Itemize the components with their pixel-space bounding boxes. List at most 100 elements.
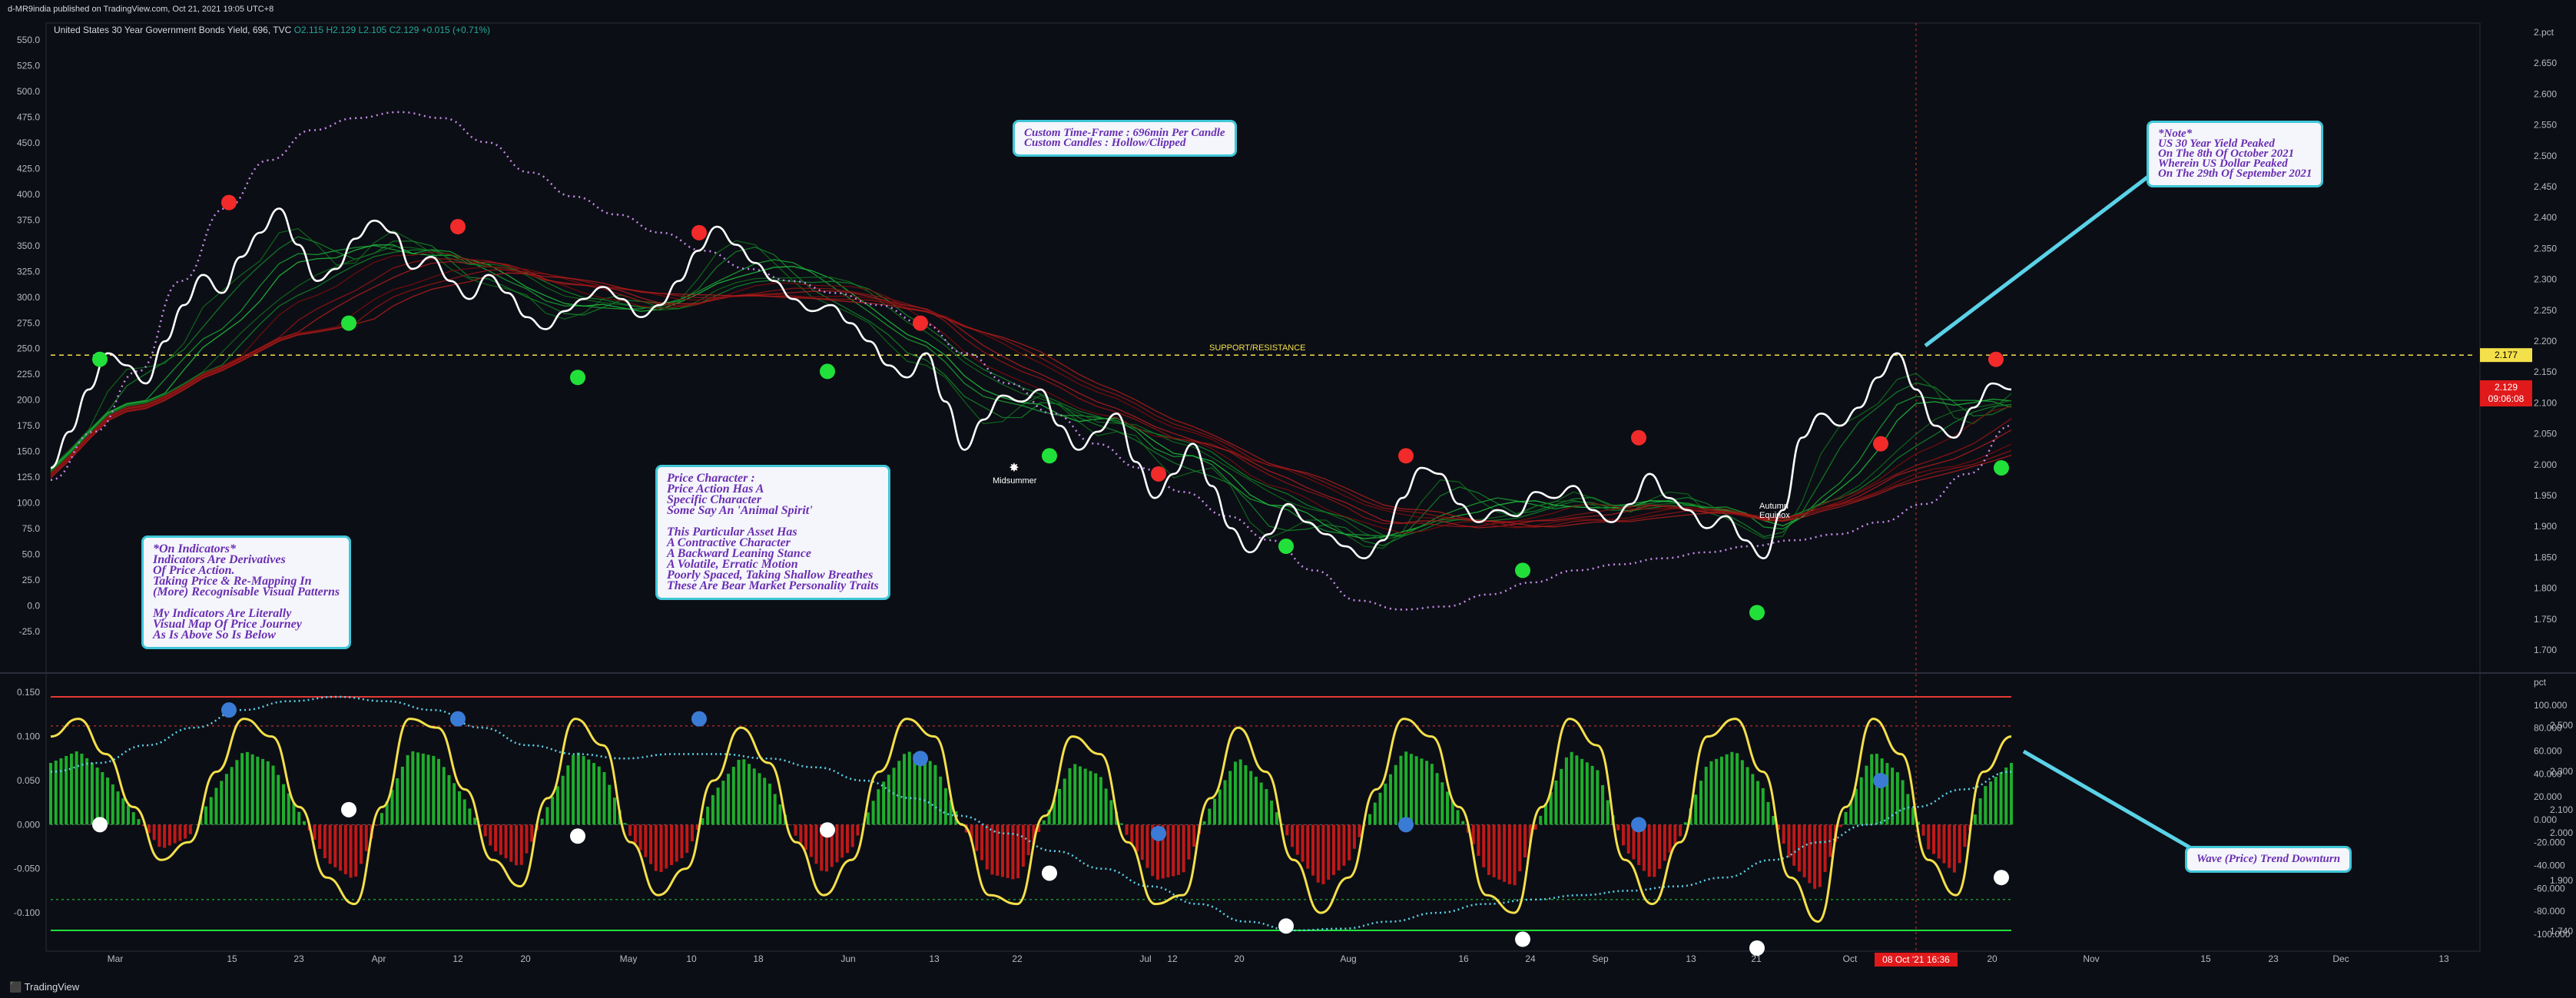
osc-histogram-bar — [1492, 824, 1496, 877]
x-axis-tick: 10 — [686, 953, 697, 964]
osc-histogram-bar — [597, 766, 601, 825]
osc-histogram-bar — [1601, 784, 1605, 825]
osc-histogram-bar — [1952, 824, 1956, 873]
osc-histogram-bar — [1963, 824, 1967, 847]
sell-signal-marker — [1398, 448, 1414, 464]
moving-average-ribbon-line — [50, 251, 2012, 534]
x-axis-tick: 16 — [1458, 953, 1469, 964]
osc-histogram-bar — [1021, 824, 1025, 867]
osc-histogram-bar — [1373, 802, 1377, 825]
sell-signal-marker — [913, 315, 928, 331]
osc-histogram-bar — [835, 824, 839, 863]
osc-histogram-bar — [101, 772, 104, 825]
osc-histogram-bar — [504, 824, 508, 859]
autumn-equinox-label: Autumn Equinox — [1759, 502, 1790, 520]
osc-histogram-bar — [313, 824, 317, 840]
cursor-date-tag — [1875, 953, 1958, 967]
osc-histogram-bar — [1477, 824, 1480, 856]
osc-histogram-bar — [1782, 824, 1785, 844]
price-line — [50, 207, 2012, 560]
x-axis-tick: Apr — [372, 953, 386, 964]
right-axis-tick: 1.750 — [2534, 614, 2557, 625]
osc-histogram-bar — [339, 824, 343, 871]
sell-signal-marker — [691, 224, 707, 240]
ohlc-change: +0.015 (+0.71%) — [421, 25, 491, 35]
osc-histogram-bar — [1099, 777, 1102, 825]
osc-histogram-bar — [1358, 824, 1361, 837]
tradingview-brand-label: TradingView — [24, 981, 80, 993]
osc-blue-marker — [1398, 817, 1414, 833]
osc-histogram-bar — [483, 824, 487, 837]
right-axis-tick: 2.050 — [2534, 429, 2557, 439]
osc-histogram-bar — [1482, 824, 1486, 867]
osc-histogram-bar — [1580, 758, 1584, 825]
x-axis-tick: Mar — [108, 953, 124, 964]
sell-signal-marker — [221, 194, 237, 211]
x-axis-tick: Oct — [1843, 953, 1858, 964]
osc-histogram-bar — [442, 767, 446, 825]
osc-histogram-bar — [1813, 824, 1817, 889]
moving-average-ribbon-line — [50, 272, 2012, 528]
support-label: SUPPORT/RESISTANCE — [1209, 343, 1306, 353]
osc-right-axis-tick-2: 2.500 — [2550, 720, 2573, 731]
osc-histogram-bar — [121, 798, 125, 825]
osc-histogram-bar — [933, 764, 937, 825]
osc-histogram-bar — [111, 784, 114, 825]
osc-histogram-bar — [1653, 824, 1656, 877]
osc-histogram-bar — [665, 824, 668, 869]
ohlc-high: H2.129 — [326, 25, 356, 35]
osc-histogram-bar — [654, 824, 658, 871]
osc-histogram-bar — [318, 824, 322, 849]
buy-signal-marker — [1515, 562, 1530, 579]
osc-histogram-bar — [1125, 824, 1129, 835]
osc-histogram-bar — [706, 806, 710, 825]
x-axis-tick: 12 — [1167, 953, 1178, 964]
osc-histogram-bar — [1699, 781, 1702, 825]
osc-histogram-bar — [975, 824, 979, 851]
osc-histogram-bar — [1441, 782, 1444, 825]
moving-average-ribbon-line — [50, 227, 2012, 549]
osc-histogram-bar — [235, 760, 239, 825]
buy-signal-marker — [341, 315, 356, 331]
osc-histogram-bar — [214, 787, 218, 825]
tradingview-logo-icon: ⬛ — [9, 981, 22, 993]
x-axis-tick: Jul — [1139, 953, 1151, 964]
left-axis-tick: 150.0 — [17, 446, 40, 457]
osc-histogram-bar — [1140, 824, 1144, 860]
osc-histogram-bar — [277, 774, 280, 825]
sell-signal-marker — [1151, 466, 1166, 482]
osc-histogram-bar — [633, 824, 637, 844]
left-axis-tick: 75.0 — [22, 523, 41, 534]
moving-average-ribbon-line — [50, 249, 2012, 537]
osc-right-axis-tick-2: 1.900 — [2550, 875, 2573, 886]
osc-histogram-bar — [1875, 754, 1878, 825]
osc-histogram-bar — [1450, 801, 1454, 825]
osc-histogram-bar — [1182, 824, 1185, 873]
timeframe-note: Custom Time-Frame : 696min Per Candle Cu… — [1013, 120, 1237, 157]
left-axis-tick: 250.0 — [17, 343, 40, 354]
osc-histogram-bar — [1094, 773, 1098, 825]
osc-histogram-bar — [220, 781, 224, 825]
osc-histogram-bar — [1306, 824, 1310, 869]
osc-histogram-bar — [913, 754, 917, 825]
osc-right-axis-tick: 100.000 — [2534, 700, 2568, 711]
osc-histogram-bar — [271, 765, 275, 825]
osc-histogram-bar — [147, 824, 151, 834]
publish-header: d-MR9india published on TradingView.com,… — [8, 5, 274, 14]
osc-histogram-bar — [1761, 787, 1765, 825]
osc-histogram-bar — [1870, 754, 1874, 825]
symbol-title: United States 30 Year Government Bonds Y… — [54, 25, 292, 35]
osc-left-axis-tick: 0.000 — [17, 819, 40, 830]
osc-histogram-bar — [142, 824, 146, 827]
osc-histogram-bar — [1233, 761, 1237, 825]
osc-histogram-bar — [364, 824, 368, 851]
osc-histogram-bar — [390, 790, 394, 825]
osc-histogram-bar — [323, 824, 327, 858]
osc-histogram-bar — [1042, 820, 1046, 825]
osc-histogram-bar — [188, 824, 192, 834]
osc-histogram-bar — [897, 761, 901, 825]
tradingview-brand[interactable]: ⬛ TradingView — [9, 981, 79, 993]
osc-histogram-bar — [1327, 824, 1331, 880]
osc-histogram-bar — [69, 753, 73, 825]
